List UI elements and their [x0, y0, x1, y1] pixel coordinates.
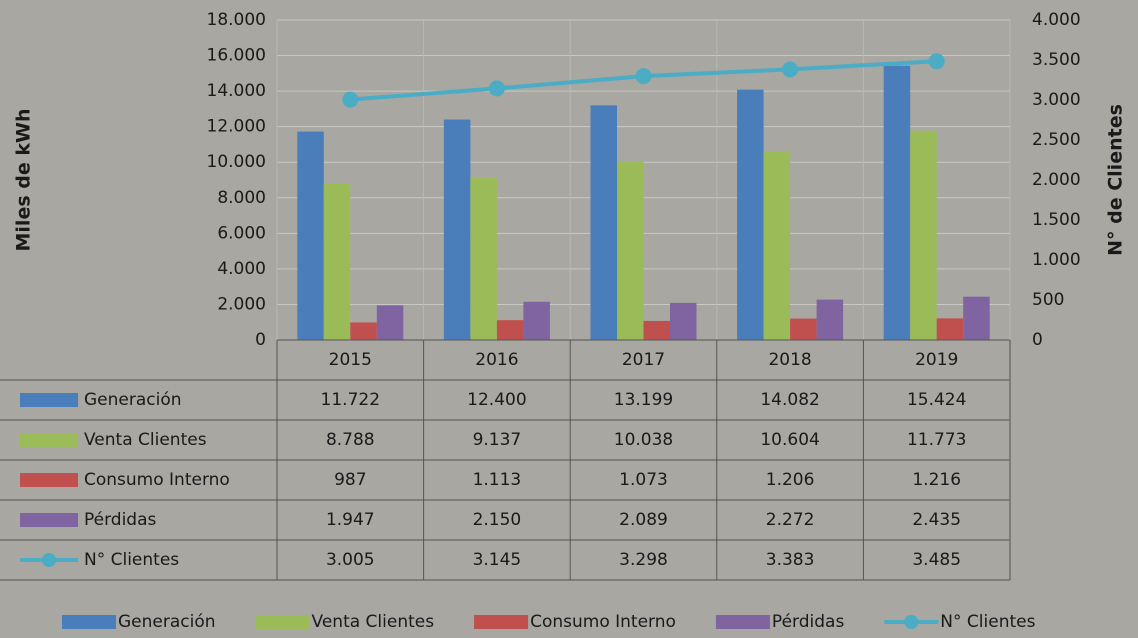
bar — [377, 305, 404, 340]
bar — [644, 321, 671, 340]
table-header: 2016 — [475, 350, 518, 370]
table-header: 2019 — [915, 350, 958, 370]
table-cell: 3.005 — [326, 550, 375, 570]
table-header: 2015 — [329, 350, 372, 370]
y-tick-label: 18.000 — [207, 10, 266, 30]
legend-label: N° Clientes — [940, 612, 1035, 632]
y-tick-label: 12.000 — [207, 117, 266, 137]
legend-key — [20, 473, 78, 487]
legend-key-marker — [904, 615, 918, 629]
y-tick-label: 14.000 — [207, 81, 266, 101]
bar — [910, 131, 937, 340]
bar — [497, 320, 524, 340]
bar — [764, 151, 791, 340]
table-header: 2017 — [622, 350, 665, 370]
bar — [884, 66, 911, 340]
table-cell: 8.788 — [326, 430, 375, 450]
table-row-label: Venta Clientes — [84, 430, 207, 450]
y-tick-label: 10.000 — [207, 152, 266, 172]
line-marker — [929, 53, 945, 69]
table-cell: 3.485 — [912, 550, 961, 570]
bar — [737, 90, 764, 340]
bar — [350, 322, 377, 340]
bar — [817, 300, 844, 340]
y-tick-label: 8.000 — [217, 188, 266, 208]
bar — [297, 132, 324, 340]
legend-label: Generación — [118, 612, 216, 632]
table-cell: 13.199 — [614, 390, 673, 410]
legend-label: Pérdidas — [772, 612, 845, 632]
chart: Miles de kWh N° de Clientes 0 2.000 4.000 6… — [0, 0, 1138, 638]
legend-key — [20, 513, 78, 527]
legend-key — [20, 433, 78, 447]
table-cell: 2.435 — [912, 510, 961, 530]
legend-key — [474, 615, 528, 629]
table-cell: 14.082 — [760, 390, 819, 410]
table-cell: 3.145 — [473, 550, 522, 570]
bar — [444, 120, 471, 340]
y-tick-label: 16.000 — [207, 46, 266, 66]
legend-key-marker — [42, 553, 56, 567]
table-cell: 3.383 — [766, 550, 815, 570]
legend-key — [256, 615, 310, 629]
table-cell: 1.206 — [766, 470, 815, 490]
y2-tick-label: 1.500 — [1032, 210, 1081, 230]
table-cell: 12.400 — [467, 390, 526, 410]
y2-tick-label: 2.000 — [1032, 170, 1081, 190]
bar — [591, 105, 618, 340]
legend-key — [62, 615, 116, 629]
table-cell: 1.073 — [619, 470, 668, 490]
y-tick-label: 2.000 — [217, 294, 266, 314]
y2-axis-title: N° de Clientes — [1105, 104, 1127, 256]
legend-key — [20, 393, 78, 407]
table-cell: 2.272 — [766, 510, 815, 530]
bar — [937, 318, 964, 340]
bar — [523, 302, 550, 340]
table-row-label: Generación — [84, 390, 182, 410]
table-cell: 2.089 — [619, 510, 668, 530]
bar — [963, 297, 990, 340]
table-cell: 987 — [334, 470, 366, 490]
table-cell: 9.137 — [473, 430, 522, 450]
bar — [790, 319, 817, 340]
table-cell: 3.298 — [619, 550, 668, 570]
table-cell: 1.216 — [912, 470, 961, 490]
line-marker — [782, 61, 798, 77]
line-marker — [636, 68, 652, 84]
table-cell: 10.038 — [614, 430, 673, 450]
y-tick-label: 4.000 — [217, 259, 266, 279]
line-marker — [342, 92, 358, 108]
table-row-label: Consumo Interno — [84, 470, 230, 490]
table-cell: 11.722 — [321, 390, 380, 410]
y2-tick-label: 500 — [1032, 290, 1064, 310]
y2-tick-label: 0 — [1032, 330, 1043, 350]
y-tick-label: 6.000 — [217, 223, 266, 243]
bar — [670, 303, 697, 340]
legend-label: Venta Clientes — [312, 612, 435, 632]
table-cell: 11.773 — [907, 430, 966, 450]
table-row-label: N° Clientes — [84, 550, 179, 570]
table-header: 2018 — [768, 350, 811, 370]
line-marker — [489, 80, 505, 96]
table-cell: 1.113 — [473, 470, 522, 490]
table-cell: 15.424 — [907, 390, 966, 410]
table-row-label: Pérdidas — [84, 510, 157, 530]
bar — [617, 162, 644, 340]
bar — [470, 178, 497, 340]
y2-tick-label: 3.500 — [1032, 50, 1081, 70]
legend-key — [716, 615, 770, 629]
y-tick-label: 0 — [255, 330, 266, 350]
table-cell: 1.947 — [326, 510, 375, 530]
table-cell: 10.604 — [760, 430, 819, 450]
y2-tick-label: 3.000 — [1032, 90, 1081, 110]
y2-tick-label: 1.000 — [1032, 250, 1081, 270]
y2-tick-label: 4.000 — [1032, 10, 1081, 30]
legend-label: Consumo Interno — [530, 612, 676, 632]
table-cell: 2.150 — [473, 510, 522, 530]
bar — [324, 184, 351, 340]
y2-tick-label: 2.500 — [1032, 130, 1081, 150]
y-axis-title: Miles de kWh — [13, 109, 35, 252]
